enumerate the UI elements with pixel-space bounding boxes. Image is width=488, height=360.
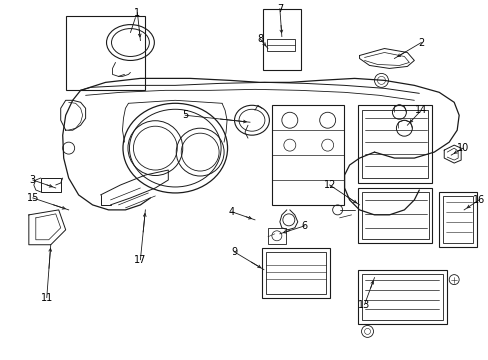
Bar bbox=[361, 274, 442, 320]
Text: 8: 8 bbox=[256, 33, 263, 44]
Text: 17: 17 bbox=[134, 255, 146, 265]
Text: 10: 10 bbox=[456, 143, 468, 153]
Text: 1: 1 bbox=[134, 8, 140, 18]
Text: 13: 13 bbox=[358, 300, 370, 310]
Text: 7: 7 bbox=[276, 4, 283, 14]
Bar bbox=[361, 192, 428, 239]
Bar bbox=[442, 196, 472, 243]
Bar bbox=[263, 9, 300, 71]
Text: 16: 16 bbox=[472, 195, 484, 205]
Text: 4: 4 bbox=[228, 207, 235, 217]
Bar bbox=[357, 105, 431, 183]
Bar bbox=[262, 248, 329, 298]
Text: 14: 14 bbox=[414, 105, 427, 115]
Bar bbox=[361, 110, 427, 178]
Text: 12: 12 bbox=[323, 180, 335, 190]
Text: 9: 9 bbox=[230, 247, 237, 257]
Bar bbox=[266, 39, 294, 50]
Bar bbox=[438, 192, 476, 247]
Bar bbox=[265, 252, 325, 293]
Text: 15: 15 bbox=[26, 193, 39, 203]
Bar bbox=[357, 270, 447, 324]
Bar bbox=[357, 188, 431, 243]
Bar bbox=[267, 228, 285, 244]
Bar bbox=[41, 178, 61, 192]
Text: 3: 3 bbox=[30, 175, 36, 185]
Text: 5: 5 bbox=[182, 110, 188, 120]
Text: 6: 6 bbox=[301, 221, 307, 231]
Bar bbox=[271, 105, 343, 205]
Text: 11: 11 bbox=[41, 293, 53, 302]
Bar bbox=[65, 15, 145, 90]
Text: 2: 2 bbox=[417, 37, 424, 48]
